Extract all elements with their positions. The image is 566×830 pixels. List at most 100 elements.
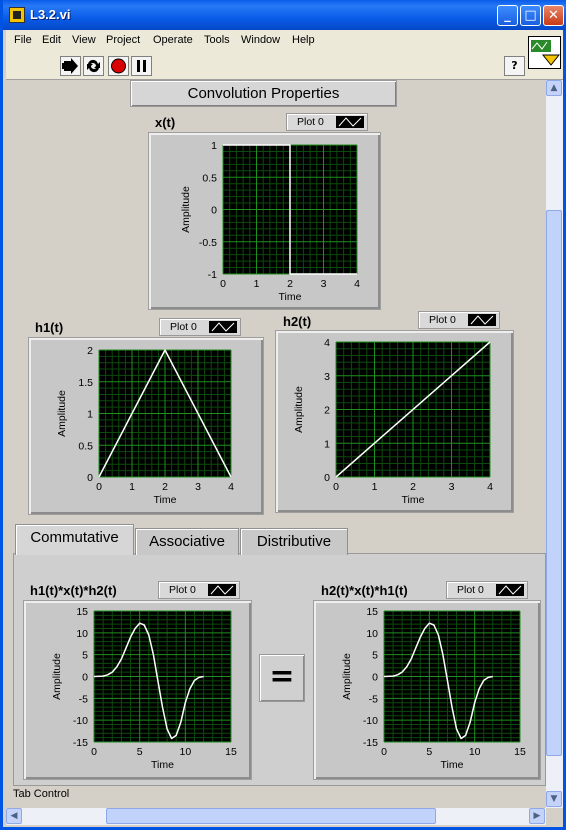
plot-legend-label: Plot 0 xyxy=(170,321,197,333)
y-tick-label: -5 xyxy=(369,693,378,705)
x-tick-label: 0 xyxy=(333,481,339,493)
run-arrow-icon[interactable] xyxy=(60,56,81,76)
x-axis-label: Time xyxy=(402,494,425,506)
menu-edit[interactable]: Edit xyxy=(42,34,61,46)
y-tick-label: 4 xyxy=(324,337,330,349)
plot-style-icon xyxy=(209,321,237,333)
plot-legend-label: Plot 0 xyxy=(169,584,196,596)
tab-commutative[interactable]: Commutative xyxy=(15,524,134,555)
context-help-button[interactable]: ? xyxy=(504,56,525,76)
graph-title-h1: h1(t) xyxy=(35,320,64,335)
x-tick-label: 3 xyxy=(321,278,327,290)
close-button[interactable]: ✕ xyxy=(543,5,564,26)
pause-icon[interactable] xyxy=(131,56,152,76)
scroll-up-icon[interactable]: ▲ xyxy=(546,80,562,96)
horizontal-scroll-thumb[interactable] xyxy=(106,808,436,824)
graph-title-conv-2: h2(t)*x(t)*h1(t) xyxy=(321,583,408,598)
x-tick-label: 3 xyxy=(195,481,201,493)
toolbar: ? xyxy=(6,52,563,80)
vertical-scroll-thumb[interactable] xyxy=(546,210,562,756)
graph-conv-2[interactable]: 0 5 10 15 15 10 5 0 -5 -10 -15 Time Amplitude xyxy=(313,600,541,780)
title-bar[interactable]: L3.2.vi _ □ ✕ xyxy=(3,0,566,30)
graph-svg: 0 5 10 15 15 10 5 0 -5 -10 -15 Time Amplitude xyxy=(51,606,237,771)
graph-conv-1[interactable]: 0 5 10 15 15 10 5 0 -5 -10 -15 Time Amplitude xyxy=(23,600,252,780)
maximize-button[interactable]: □ xyxy=(520,5,541,26)
y-tick-label: -10 xyxy=(73,715,88,727)
abort-icon[interactable] xyxy=(108,56,129,76)
y-tick-label: 0.5 xyxy=(78,440,93,452)
graph-title-h2: h2(t) xyxy=(283,314,312,329)
x-axis-label: Time xyxy=(441,759,464,771)
plot-0-trace xyxy=(98,349,232,478)
plot-legend-conv-1[interactable]: Plot 0 xyxy=(158,581,240,599)
menu-help[interactable]: Help xyxy=(292,34,315,46)
run-continuously-icon[interactable] xyxy=(83,56,104,76)
x-tick-label: 0 xyxy=(381,746,387,758)
x-tick-label: 0 xyxy=(91,746,97,758)
minimize-button[interactable]: _ xyxy=(497,5,518,26)
y-tick-label: 15 xyxy=(76,606,88,618)
y-axis-label: Amplitude xyxy=(180,186,192,233)
menu-operate[interactable]: Operate xyxy=(153,34,193,46)
x-axis-label: Time xyxy=(279,291,302,303)
y-tick-label: 0.5 xyxy=(202,172,217,184)
y-axis-label: Amplitude xyxy=(293,386,305,433)
plot-legend-h1[interactable]: Plot 0 xyxy=(159,318,241,336)
scroll-right-icon[interactable]: ▶ xyxy=(529,808,545,824)
labview-vi-icon xyxy=(9,7,25,23)
plot-style-icon xyxy=(336,116,364,128)
y-tick-label: 0 xyxy=(87,472,93,484)
tab-distributive[interactable]: Distributive xyxy=(240,528,348,555)
tab-associative[interactable]: Associative xyxy=(135,528,239,555)
plot-legend-x[interactable]: Plot 0 xyxy=(286,113,368,131)
x-tick-label: 15 xyxy=(225,746,237,758)
x-axis-label: Time xyxy=(154,494,177,506)
graph-svg: 0 5 10 15 15 10 5 0 -5 -10 -15 Time Amplitude xyxy=(341,606,526,771)
plot-legend-label: Plot 0 xyxy=(457,584,484,596)
vertical-scrollbar[interactable]: ▲ ▼ xyxy=(546,80,563,808)
y-tick-label: -0.5 xyxy=(199,237,217,249)
y-tick-label: 1 xyxy=(87,409,93,421)
menu-window[interactable]: Window xyxy=(241,34,281,46)
equals-sign: = xyxy=(259,654,305,702)
plot-legend-label: Plot 0 xyxy=(429,314,456,326)
horizontal-scrollbar[interactable]: ◀ ▶ xyxy=(6,808,546,825)
y-tick-label: 0 xyxy=(372,672,378,684)
plot-legend-conv-2[interactable]: Plot 0 xyxy=(446,581,528,599)
x-tick-label: 1 xyxy=(372,481,378,493)
y-tick-label: 0 xyxy=(324,472,330,484)
y-tick-label: 10 xyxy=(366,628,378,640)
graph-h2[interactable]: 0 1 2 3 4 4 3 2 1 0 Time Amplitude xyxy=(275,330,514,513)
y-tick-label: -15 xyxy=(73,737,88,749)
menu-view[interactable]: View xyxy=(72,34,96,46)
scroll-corner xyxy=(546,808,563,825)
graph-title-conv-1: h1(t)*x(t)*h2(t) xyxy=(30,583,117,598)
window-title: L3.2.vi xyxy=(30,7,71,22)
graph-h1[interactable]: 0 1 2 3 4 2 1.5 1 0.5 0 Time Amplitude xyxy=(28,337,264,515)
y-tick-label: 2 xyxy=(87,345,93,357)
y-tick-label: 1.5 xyxy=(78,377,93,389)
graph-svg: 0 1 2 3 4 1 0.5 0 -0.5 -1 Time Amplitude xyxy=(180,140,360,303)
x-tick-label: 3 xyxy=(449,481,455,493)
graph-svg: 0 1 2 3 4 2 1.5 1 0.5 0 Time Amplitude xyxy=(56,345,234,506)
graph-title-x: x(t) xyxy=(155,115,176,130)
scroll-left-icon[interactable]: ◀ xyxy=(6,808,22,824)
panel-title-button[interactable]: Convolution Properties xyxy=(130,80,397,107)
plot-style-icon xyxy=(208,584,236,596)
graph-svg: 0 1 2 3 4 4 3 2 1 0 Time Amplitude xyxy=(293,337,493,506)
menu-project[interactable]: Project xyxy=(106,34,141,46)
plot-style-icon xyxy=(496,584,524,596)
y-tick-label: -1 xyxy=(208,269,217,281)
graph-x[interactable]: 0 1 2 3 4 1 0.5 0 -0.5 -1 Time Amplitude xyxy=(148,132,381,310)
x-tick-label: 4 xyxy=(354,278,360,290)
vi-connector-icon[interactable] xyxy=(528,36,561,69)
plot-0-trace xyxy=(93,622,204,740)
menu-tools[interactable]: Tools xyxy=(204,34,230,46)
menu-file[interactable]: File xyxy=(14,34,32,46)
y-tick-label: 15 xyxy=(366,606,378,618)
plot-legend-h2[interactable]: Plot 0 xyxy=(418,311,500,329)
x-tick-label: 5 xyxy=(426,746,432,758)
scroll-down-icon[interactable]: ▼ xyxy=(546,791,562,807)
y-tick-label: 2 xyxy=(324,405,330,417)
